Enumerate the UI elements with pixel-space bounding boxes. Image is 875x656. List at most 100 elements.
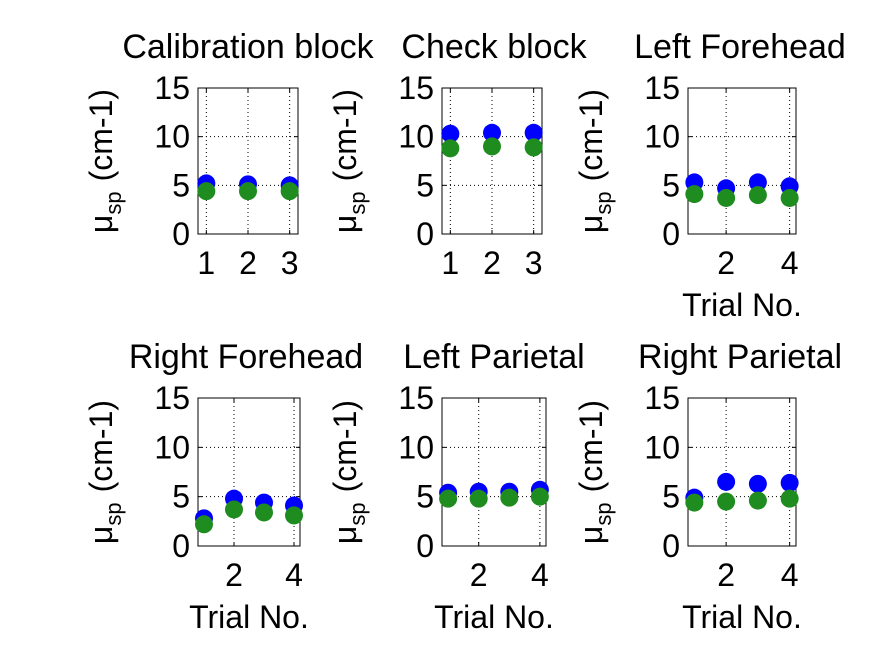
axes-frame xyxy=(687,397,797,547)
data-point-series-2 xyxy=(439,489,458,508)
subplot-title: Calibration block xyxy=(122,28,374,66)
x-tick-label: 4 xyxy=(781,245,799,281)
data-point-series-2 xyxy=(225,500,243,519)
y-tick-label: 10 xyxy=(154,119,190,155)
x-tick-label: 2 xyxy=(239,245,257,281)
y-tick-label: 15 xyxy=(644,380,680,416)
y-axis-label-subscript: sp xyxy=(101,191,126,214)
y-axis-label-symbol: μ xyxy=(327,215,363,233)
axes-frame xyxy=(441,397,547,547)
x-tick-label: 2 xyxy=(483,245,501,281)
y-axis-label-subscript: sp xyxy=(101,502,126,525)
y-tick-label: 15 xyxy=(398,380,434,416)
subplot-5: 2 4 0 5 10 15 Left Parietal μsp (cm-1) Trial No. xyxy=(327,338,585,635)
y-axis-label-unit: (cm-1) xyxy=(327,400,363,492)
y-axis-label-subscript: sp xyxy=(345,502,370,525)
x-tick-label: 1 xyxy=(197,245,215,281)
data-point-series-2 xyxy=(748,186,767,205)
subplot-6: 2 4 0 5 10 15 Right Parietal μsp (cm-1) Trial No. xyxy=(573,338,842,635)
y-axis-label: μsp (cm-1) xyxy=(573,400,616,544)
x-axis-label: Trial No. xyxy=(682,599,802,635)
y-axis-label: μsp (cm-1) xyxy=(327,400,370,544)
data-point-series-2 xyxy=(280,182,299,201)
data-point-series-1 xyxy=(524,123,543,142)
data-point-series-2 xyxy=(195,515,213,534)
y-axis-label-subscript: sp xyxy=(345,191,370,214)
y-axis-label-unit: (cm-1) xyxy=(327,89,363,181)
axes-frame xyxy=(197,397,301,547)
data-point-series-1 xyxy=(748,474,767,493)
x-tick-label: 2 xyxy=(717,245,735,281)
data-point-series-2 xyxy=(685,493,704,512)
y-axis-label: μsp (cm-1) xyxy=(83,400,126,544)
y-axis-label-symbol: μ xyxy=(573,526,609,544)
x-axis-label: Trial No. xyxy=(434,599,554,635)
x-tick-label: 3 xyxy=(281,245,299,281)
data-point-series-1 xyxy=(483,123,501,142)
subplot-title: Left Forehead xyxy=(634,28,846,66)
x-tick-label: 4 xyxy=(531,557,549,593)
data-point-series-2 xyxy=(441,139,460,158)
y-tick-label: 0 xyxy=(662,528,680,564)
y-axis-label-symbol: μ xyxy=(573,215,609,233)
y-tick-label: 5 xyxy=(172,479,190,515)
data-point-series-2 xyxy=(469,489,488,508)
y-tick-label: 10 xyxy=(398,429,434,465)
y-axis-label-symbol: μ xyxy=(83,215,119,233)
y-tick-label: 10 xyxy=(154,429,190,465)
subplot-2: 1 2 3 0 5 10 15 Check block μsp (cm-1) xyxy=(327,28,588,281)
y-tick-label: 0 xyxy=(172,528,190,564)
y-tick-label: 10 xyxy=(644,119,680,155)
data-point-series-1 xyxy=(441,124,460,143)
y-axis-label-symbol: μ xyxy=(327,526,363,544)
y-tick-label: 0 xyxy=(416,528,434,564)
x-tick-label: 4 xyxy=(285,557,303,593)
y-axis-label-unit: (cm-1) xyxy=(573,89,609,181)
y-tick-label: 5 xyxy=(662,479,680,515)
y-axis-label-subscript: sp xyxy=(591,502,616,525)
x-tick-label: 3 xyxy=(525,245,543,281)
y-tick-label: 15 xyxy=(154,380,190,416)
y-axis-label-unit: (cm-1) xyxy=(83,89,119,181)
y-tick-label: 15 xyxy=(398,70,434,106)
subplot-3: 2 4 0 5 10 15 Left Forehead μsp (cm-1) Trial No. xyxy=(573,28,846,323)
y-tick-label: 0 xyxy=(662,216,680,252)
data-point-series-2 xyxy=(717,492,736,511)
y-axis-label-symbol: μ xyxy=(83,526,119,544)
y-tick-label: 5 xyxy=(662,167,680,203)
y-axis-label: μsp (cm-1) xyxy=(83,89,126,233)
data-point-series-1 xyxy=(780,473,799,492)
x-tick-label: 1 xyxy=(441,245,459,281)
y-tick-label: 0 xyxy=(416,216,434,252)
data-point-series-2 xyxy=(285,506,303,525)
y-tick-label: 0 xyxy=(172,216,190,252)
x-tick-label: 4 xyxy=(781,557,799,593)
x-axis-label: Trial No. xyxy=(189,599,309,635)
data-point-series-2 xyxy=(197,182,216,201)
y-tick-label: 10 xyxy=(644,429,680,465)
data-point-series-2 xyxy=(530,487,549,506)
y-tick-label: 15 xyxy=(644,70,680,106)
x-tick-label: 2 xyxy=(225,557,243,593)
subplot-title: Right Forehead xyxy=(129,338,363,376)
y-tick-label: 10 xyxy=(398,119,434,155)
data-point-series-1 xyxy=(717,472,736,491)
data-point-series-2 xyxy=(780,188,799,207)
data-point-series-2 xyxy=(748,491,767,510)
data-point-series-2 xyxy=(239,182,257,201)
x-axis-label: Trial No. xyxy=(682,287,802,323)
data-point-series-1 xyxy=(748,173,767,192)
data-point-series-2 xyxy=(524,138,543,157)
y-axis-label-unit: (cm-1) xyxy=(83,400,119,492)
axes-frame xyxy=(687,87,797,235)
y-axis-label: μsp (cm-1) xyxy=(327,89,370,233)
data-point-series-2 xyxy=(717,188,736,207)
y-axis-label: μsp (cm-1) xyxy=(573,89,616,233)
subplot-title: Left Parietal xyxy=(403,338,584,376)
subplot-title: Right Parietal xyxy=(638,338,842,376)
subplot-title: Check block xyxy=(401,28,587,66)
y-tick-label: 5 xyxy=(416,479,434,515)
